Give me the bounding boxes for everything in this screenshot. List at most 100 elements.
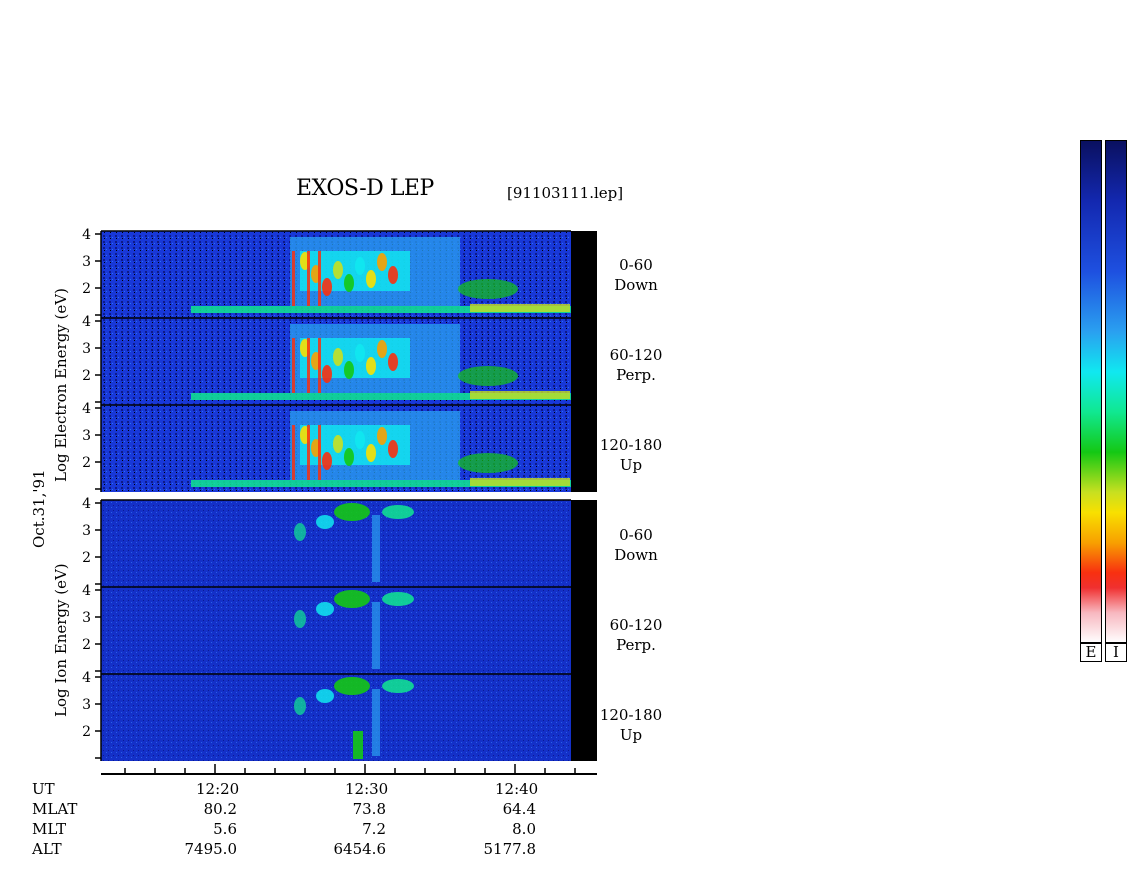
mlt-value: 5.6 — [213, 820, 237, 838]
row-label-mlt: MLT — [32, 820, 67, 838]
striation — [307, 251, 310, 306]
data-gap — [571, 587, 597, 674]
electron-colorbar — [1080, 140, 1102, 644]
striation — [318, 425, 321, 480]
energy-blob — [377, 253, 387, 271]
row-label-ut: UT — [32, 780, 55, 798]
energy-blob — [333, 348, 343, 366]
ion-burst — [334, 590, 370, 608]
y-tick-label: 4 — [82, 314, 91, 330]
ion-burst — [316, 602, 334, 616]
striation — [292, 251, 295, 306]
y-tick-label: 2 — [82, 281, 91, 297]
energy-blob — [377, 340, 387, 358]
ion-burst — [316, 689, 334, 703]
channel-label: 60-120 Perp. — [596, 615, 676, 655]
y-tick-label: 3 — [82, 697, 91, 713]
striation — [318, 338, 321, 393]
mlt-value: 8.0 — [512, 820, 536, 838]
channel-direction: Up — [619, 456, 643, 474]
ion-burst — [382, 592, 414, 606]
ion-burst — [316, 515, 334, 529]
ion-burst — [294, 523, 306, 541]
electron-colorbar-label: E — [1080, 642, 1102, 662]
energy-blob — [344, 448, 354, 466]
channel-range: 60-120 — [609, 346, 663, 364]
channel-range: 120-180 — [599, 436, 663, 454]
ion-streak — [372, 515, 380, 582]
channel-label: 60-120 Perp. — [596, 345, 676, 385]
mlt-value: 7.2 — [362, 820, 386, 838]
channel-label: 120-180 Up — [591, 435, 671, 475]
channel-label: 0-60 Down — [596, 255, 676, 295]
energy-blob — [355, 344, 365, 362]
data-gap — [571, 318, 597, 405]
y-tick-label: 3 — [82, 254, 91, 270]
ion-burst — [294, 610, 306, 628]
energy-blob — [322, 452, 332, 470]
channel-direction: Up — [619, 726, 643, 744]
energy-blob — [355, 257, 365, 275]
energy-blob — [388, 266, 398, 284]
energy-blob — [366, 270, 376, 288]
channel-direction: Perp. — [616, 366, 656, 384]
mlat-value: 73.8 — [352, 800, 386, 818]
energy-blob — [458, 453, 518, 473]
mlat-value: 64.4 — [502, 800, 536, 818]
y-tick-label: 2 — [82, 550, 91, 566]
channel-range: 120-180 — [599, 706, 663, 724]
ion-burst — [382, 505, 414, 519]
alt-value: 5177.8 — [483, 840, 537, 858]
alt-value: 6454.6 — [333, 840, 387, 858]
data-gap — [571, 500, 597, 587]
energy-blob — [344, 361, 354, 379]
data-gap — [571, 231, 597, 318]
energy-blob — [458, 279, 518, 299]
ut-value: 12:20 — [196, 780, 240, 798]
y-tick-label: 3 — [82, 341, 91, 357]
y-tick-label: 4 — [82, 496, 91, 512]
energy-blob — [344, 274, 354, 292]
striation — [307, 425, 310, 480]
ion-burst — [334, 677, 370, 695]
y-tick-label: 3 — [82, 428, 91, 444]
energy-blob — [366, 444, 376, 462]
y-tick-label: 3 — [82, 523, 91, 539]
low-energy-band — [191, 306, 571, 313]
striation — [318, 251, 321, 306]
energy-blob — [458, 366, 518, 386]
mlat-value: 80.2 — [203, 800, 237, 818]
ion-burst — [294, 697, 306, 715]
y-tick-label: 2 — [82, 455, 91, 471]
low-energy-band — [470, 304, 570, 312]
channel-range: 0-60 — [619, 256, 653, 274]
channel-range: 0-60 — [619, 526, 653, 544]
row-label-alt: ALT — [32, 840, 62, 858]
low-energy-band — [470, 478, 570, 486]
ion-burst — [382, 679, 414, 693]
ion-colorbar-label: I — [1105, 642, 1127, 662]
energy-blob — [377, 427, 387, 445]
y-tick-label: 3 — [82, 610, 91, 626]
energy-blob — [333, 435, 343, 453]
energy-blob — [388, 353, 398, 371]
channel-label: 0-60 Down — [596, 525, 676, 565]
y-tick-label: 2 — [82, 368, 91, 384]
y-tick-label: 2 — [82, 637, 91, 653]
striation — [292, 338, 295, 393]
energy-blob — [388, 440, 398, 458]
y-tick-label: 4 — [82, 227, 91, 243]
alt-value: 7495.0 — [184, 840, 238, 858]
ion-streak — [372, 602, 380, 669]
striation — [292, 425, 295, 480]
low-energy-band — [191, 480, 571, 487]
ut-value: 12:40 — [495, 780, 539, 798]
channel-direction: Perp. — [616, 636, 656, 654]
channel-direction: Down — [614, 546, 658, 564]
channel-range: 60-120 — [609, 616, 663, 634]
striation — [307, 338, 310, 393]
energy-blob — [333, 261, 343, 279]
y-tick-label: 4 — [82, 401, 91, 417]
y-tick-label: 4 — [82, 670, 91, 686]
